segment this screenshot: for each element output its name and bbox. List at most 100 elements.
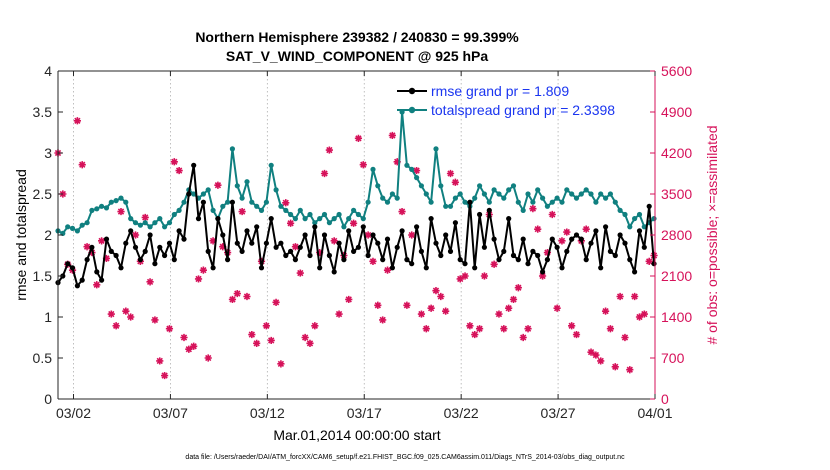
y-tick-label: 3 [44,145,52,161]
obs-point [170,158,178,166]
spread-point [462,199,468,205]
rmse-point [573,232,580,238]
rmse-point [510,252,517,259]
spread-point [297,207,303,213]
y-tick-label-right: 5600 [661,63,692,79]
obs-point [369,257,377,265]
y-tick-label: 4 [44,63,52,79]
spread-point [326,220,332,226]
spread-point [375,183,381,189]
spread-point [569,191,575,197]
spread-point [147,224,153,230]
obs-asterisk [175,166,183,175]
obs-asterisk [122,307,130,315]
obs-asterisk [209,237,217,245]
spread-point [89,207,95,213]
obs-asterisk [621,333,629,342]
obs-asterisk [456,275,464,283]
spread-point [515,199,521,205]
obs-point [233,289,241,298]
y-tick-label: 0 [44,391,52,407]
rmse-point [380,257,386,263]
rmse-point [433,240,439,246]
spread-point [200,191,206,197]
spread-point [244,179,250,185]
obs-asterisk [597,357,605,365]
obs-asterisk [306,339,314,347]
obs-asterisk [529,205,537,213]
obs-point [78,161,86,169]
rmse-point [94,269,100,275]
obs-point [563,228,571,236]
y-tick-label: 1.5 [33,268,53,284]
rmse-point [525,261,531,267]
spread-point [617,207,623,213]
legend-spread-marker [408,106,416,114]
rmse-point [588,240,594,246]
spread-point [123,199,129,205]
obs-point [320,169,329,178]
obs-point [311,322,319,330]
obs-asterisk [267,336,275,345]
rmse-point [472,265,478,271]
obs-point [529,205,537,213]
obs-point [616,292,624,301]
spread-point [573,195,580,201]
obs-point [107,310,115,318]
obs-point [131,231,140,239]
obs-asterisk [534,225,542,233]
obs-asterisk [146,278,154,286]
obs-asterisk [117,207,125,216]
obs-point [538,272,547,280]
obs-asterisk [509,295,518,304]
obs-asterisk [180,333,188,342]
obs-asterisk [611,363,619,371]
rmse-point [593,228,599,234]
obs-asterisk [291,243,300,251]
obs-asterisk [524,325,532,333]
obs-asterisk [233,289,241,298]
obs-asterisk [112,322,120,330]
spread-point [268,162,274,168]
obs-asterisk [219,243,227,251]
spread-point [118,195,124,201]
legend-spread-label: totalspread grand pr = 2.3398 [431,102,615,118]
rmse-point [481,244,487,250]
obs-point [277,360,285,368]
obs-point [558,237,566,245]
rmse-point [612,252,618,259]
obs-point [349,219,358,227]
rmse-point [108,248,114,254]
spread-point [283,207,289,213]
obs-point [354,134,363,142]
rmse-point [65,261,71,267]
obs-asterisk [616,292,624,301]
spread-point [94,206,100,212]
obs-point [127,313,135,321]
obs-asterisk [563,228,571,236]
obs-point [282,199,290,207]
spread-point [128,216,134,222]
y-tick-label-right: 2100 [661,268,692,284]
spread-point [225,199,231,205]
obs-asterisk [320,169,329,178]
obs-asterisk [427,304,435,312]
rmse-point [399,228,405,234]
y-tick-label-right: 700 [661,350,685,366]
obs-asterisk [388,131,396,140]
spread-point [132,220,139,226]
spread-point [544,203,551,209]
obs-point [359,161,367,169]
obs-point [194,275,203,283]
rmse-point [234,240,240,246]
obs-asterisk [214,181,222,189]
spread-line [57,111,655,235]
spread-point [588,191,594,197]
obs-point [83,243,91,251]
y-tick-label-right: 3500 [661,186,692,202]
rmse-point [569,236,575,242]
chart-title: Northern Hemisphere 239382 / 240830 = 99… [195,29,519,45]
obs-asterisk [572,330,581,339]
rmse-point [467,199,473,205]
